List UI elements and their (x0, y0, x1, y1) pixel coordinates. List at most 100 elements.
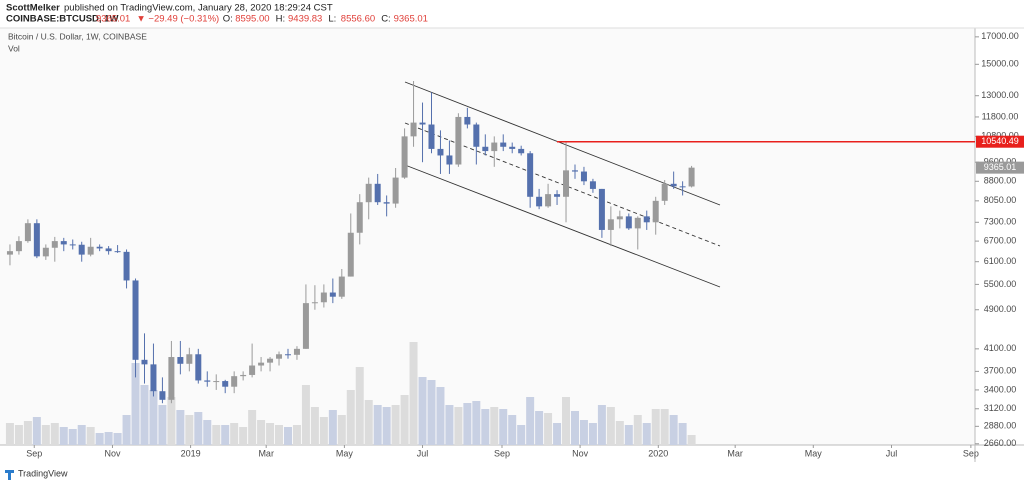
volume-bar (95, 433, 104, 445)
candle-body (302, 303, 309, 349)
candle-body (545, 194, 552, 207)
resistance-box (976, 135, 1024, 148)
candle-body (580, 171, 587, 182)
candle-body (374, 183, 381, 203)
candle-body (195, 354, 202, 381)
volume-bar (248, 410, 257, 445)
volume-bar (319, 417, 328, 445)
candle-body (105, 248, 112, 252)
candle-body (473, 124, 480, 147)
volume-bar (544, 413, 553, 445)
volume-bar (364, 400, 373, 445)
volume-bar (185, 415, 194, 445)
volume-bar (409, 342, 418, 445)
candle-body (527, 153, 534, 197)
channel-lower (404, 164, 721, 288)
candle-body (42, 247, 49, 257)
volume-bar (167, 397, 176, 445)
candle-body (60, 241, 67, 245)
volume-bar (266, 423, 275, 445)
x-tick-label: May (336, 448, 354, 458)
y-tick-label: 6700.00 (984, 235, 1017, 245)
volume-bar (400, 395, 409, 445)
y-tick-label: 3120.00 (984, 403, 1017, 413)
y-tick-label: 7300.00 (984, 217, 1017, 227)
candle-body (320, 292, 327, 303)
candle-body (204, 380, 211, 382)
symbol: COINBASE:BTCUSD, 1W (6, 14, 118, 25)
volume-bar (113, 433, 122, 445)
y-tick-label: 5500.00 (984, 279, 1017, 289)
volume-bar (633, 415, 642, 445)
candle-body (518, 148, 525, 154)
candle-body (446, 155, 453, 165)
volume-bar (454, 407, 463, 445)
brand-logo (5, 470, 14, 480)
candle-body (625, 216, 632, 229)
quote-value: 9365.01 (394, 14, 428, 25)
volume-bar (140, 385, 149, 445)
resistance-label: 10540.49 (981, 136, 1019, 146)
volume-bar (23, 421, 32, 445)
volume-bar (660, 409, 669, 445)
volume-bar (553, 423, 562, 445)
volume-bar (588, 423, 597, 445)
volume-bar (355, 367, 364, 445)
change: ▼ −29.49 (−0.31%) (136, 14, 219, 25)
volume-bar (230, 423, 239, 445)
volume-bar (221, 425, 230, 445)
volume-bar (579, 420, 588, 445)
y-tick-label: 11800.00 (982, 111, 1019, 121)
volume-bar (651, 409, 660, 445)
quote-value: 8556.60 (341, 14, 375, 25)
y-tick-label: 8800.00 (984, 176, 1017, 186)
candle-body (652, 200, 659, 223)
candle-body (437, 148, 444, 156)
candle-body (51, 241, 58, 248)
candle-body (401, 136, 408, 178)
volume-bar (203, 420, 212, 445)
y-tick-label: 2880.00 (984, 421, 1017, 431)
candle-body (114, 251, 121, 253)
volume-bar (373, 405, 382, 445)
candle-body (365, 183, 372, 203)
volume-bar (77, 425, 86, 445)
candle-body (563, 170, 570, 197)
x-tick-label: Mar (258, 448, 274, 458)
volume-bar (328, 410, 337, 445)
candle-body (571, 170, 578, 172)
x-tick-label: Sep (26, 448, 42, 458)
volume-bar (59, 427, 68, 445)
candle-body (311, 302, 318, 304)
candle-body (347, 232, 354, 277)
volume-bar (562, 397, 571, 445)
volume-bar (131, 363, 140, 445)
y-tick-label: 13000.00 (981, 90, 1019, 100)
candle-body (267, 358, 274, 363)
volume-bar (104, 432, 113, 445)
candle-body (123, 251, 130, 281)
candle-body (231, 376, 238, 387)
y-tick-label: 8050.00 (984, 195, 1017, 205)
candle-body (240, 374, 247, 377)
volume-bar (687, 435, 696, 445)
candle-body (491, 142, 498, 152)
candle-body (249, 365, 256, 375)
volume-bar (14, 425, 23, 445)
volume-bar (176, 410, 185, 445)
candle-body (186, 354, 193, 364)
x-tick-label: Sep (494, 448, 510, 458)
plot-background (0, 28, 975, 445)
volume-bar (5, 423, 14, 445)
volume-bar (606, 407, 615, 445)
candle-body (150, 364, 157, 392)
candle-body (69, 244, 76, 246)
volume-bar (194, 412, 203, 445)
brand: TradingView (18, 468, 68, 478)
candle-body (6, 251, 13, 255)
x-tick-label: 2019 (181, 448, 201, 458)
candle-body (356, 202, 363, 233)
volume-bar (463, 403, 472, 445)
volume-bar (678, 423, 687, 445)
y-tick-label: 2660.00 (984, 438, 1017, 448)
